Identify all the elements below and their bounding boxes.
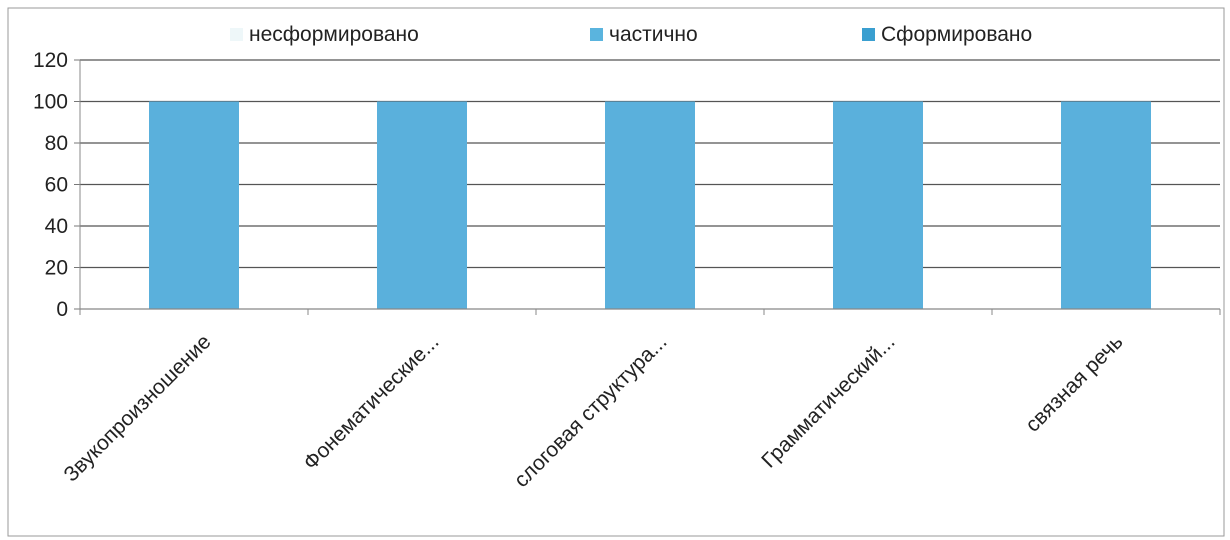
bar [149, 101, 239, 309]
y-tick-label: 0 [56, 298, 68, 321]
legend: несформировано частично Сформировано [230, 23, 1032, 46]
bar [833, 101, 923, 309]
bars [149, 101, 1151, 309]
y-tick-label: 40 [45, 215, 68, 238]
y-tick-label: 20 [45, 257, 68, 280]
legend-label: частично [609, 23, 698, 46]
y-tick-label: 80 [45, 132, 68, 155]
legend-swatch [862, 28, 875, 41]
legend-swatch [590, 28, 603, 41]
y-tick-label: 120 [33, 49, 68, 72]
y-tick-label: 100 [33, 91, 68, 114]
legend-label: Сформировано [881, 23, 1032, 46]
bar [1061, 101, 1151, 309]
bar [605, 101, 695, 309]
legend-swatch [230, 28, 243, 41]
bar [377, 101, 467, 309]
legend-label: несформировано [249, 23, 419, 46]
y-tick-label: 60 [45, 174, 68, 197]
